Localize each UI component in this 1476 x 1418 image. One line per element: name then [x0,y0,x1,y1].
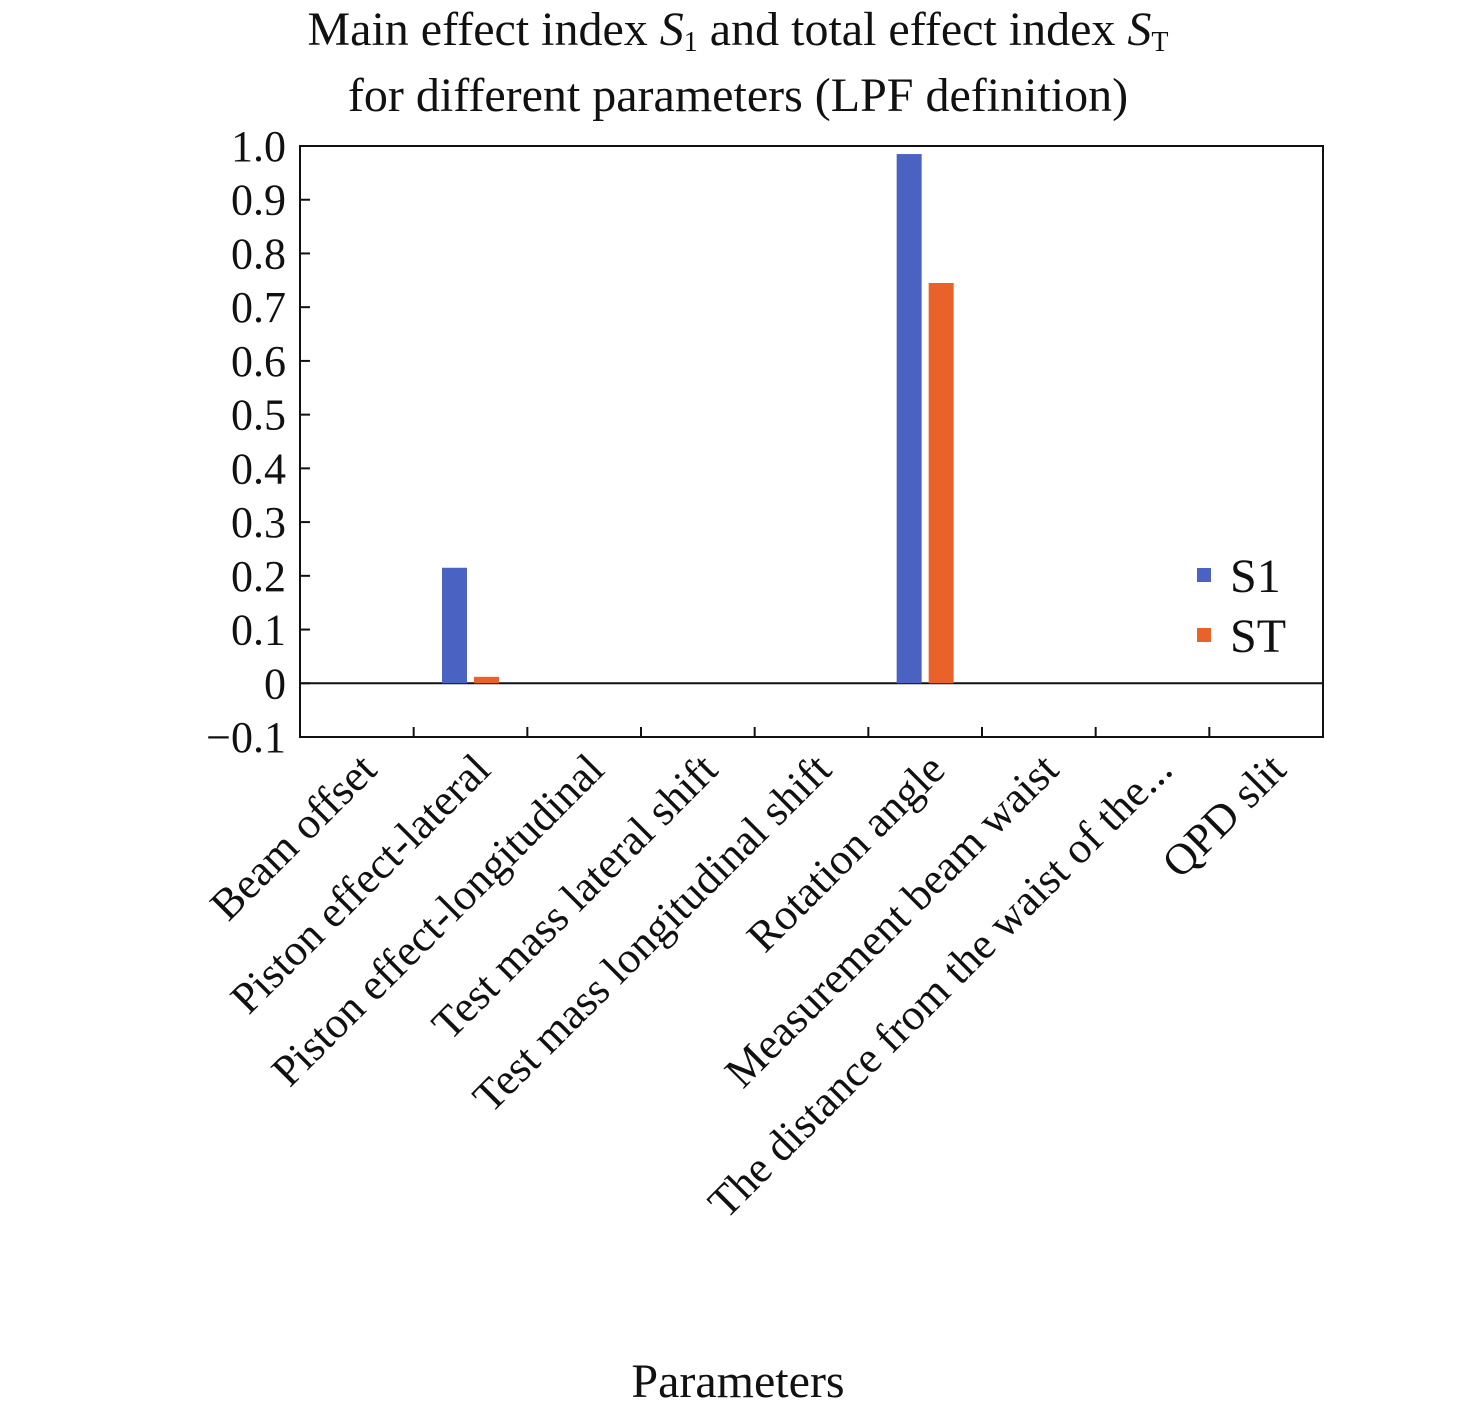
y-tick-label: 0.8 [231,229,286,278]
bar-s1 [896,154,922,684]
y-tick-label: 0.6 [231,337,286,386]
bar-s1 [442,567,467,684]
chart-title-line-1: Main effect index S1 and total effect in… [307,3,1169,58]
y-tick-label: 0.3 [231,498,286,547]
legend-swatch-s1 [1197,568,1211,582]
x-axis-label: Parameters [631,1355,845,1408]
chart-title-line-2: for different parameters (LPF definition… [347,69,1129,122]
y-tick-label: 0.1 [231,606,286,655]
bar-st [474,676,499,684]
y-tick-label: 0.9 [231,176,286,225]
plot-frame [299,145,1324,738]
bar-st [928,283,954,684]
x-tick-label: Rotation angle [737,744,954,961]
y-tick-label: 0.2 [231,552,286,601]
y-tick-label: 0.5 [231,391,286,440]
x-tick-label: QPD slit [1153,744,1296,887]
y-tick-label: 0.4 [231,444,286,493]
y-tick-label: 1.0 [231,122,286,171]
y-tick-label: −0.1 [206,713,286,762]
legend-label-s1: S1 [1230,550,1281,603]
legend-swatch-st [1197,628,1211,642]
y-tick-label: 0 [264,659,286,708]
legend-label-st: ST [1230,610,1286,663]
y-tick-label: 0.7 [231,283,286,332]
